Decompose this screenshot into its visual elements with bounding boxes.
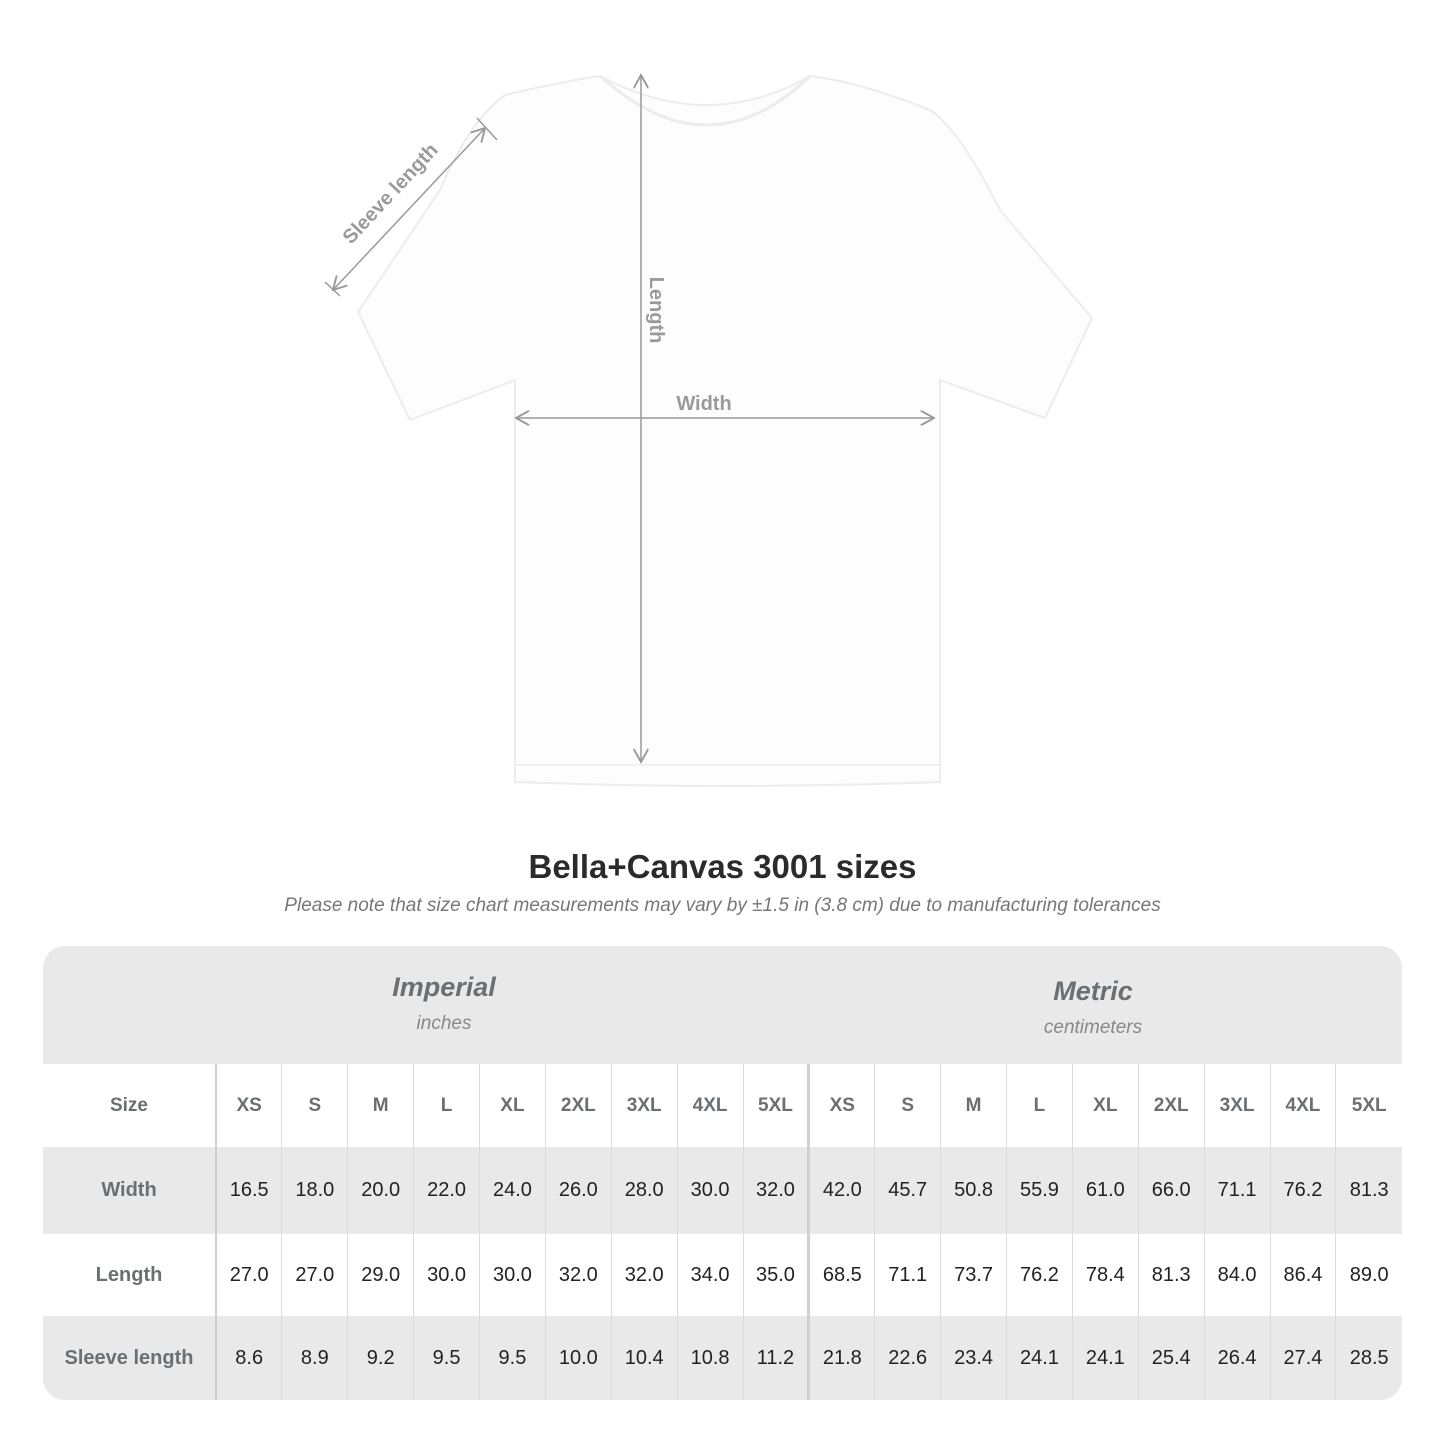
imperial-value-cell: 32.0 bbox=[610, 1234, 678, 1316]
imperial-value-cell: 32.0 bbox=[742, 1147, 809, 1234]
tolerance-note: Please note that size chart measurements… bbox=[284, 895, 1161, 916]
imperial-size-s: S bbox=[281, 1064, 348, 1147]
imperial-size-2xl: 2XL bbox=[544, 1064, 612, 1147]
size-header: Size bbox=[43, 1064, 217, 1147]
metric-size-l: L bbox=[1006, 1064, 1073, 1147]
metric-size-4xl: 4XL bbox=[1269, 1064, 1336, 1147]
metric-value-cell: 50.8 bbox=[940, 1147, 1007, 1234]
imperial-value-cell: 20.0 bbox=[347, 1147, 414, 1234]
imperial-value-cell: 30.0 bbox=[479, 1234, 546, 1316]
imperial-size-5xl: 5XL bbox=[742, 1064, 809, 1147]
metric-value-cell: 23.4 bbox=[940, 1316, 1007, 1400]
imperial-value-cell: 27.0 bbox=[215, 1234, 282, 1316]
imperial-size-xs: XS bbox=[215, 1064, 282, 1147]
imperial-value-cell: 10.0 bbox=[544, 1316, 612, 1400]
metric-unit: centimeters bbox=[1043, 1017, 1143, 1038]
metric-value-cell: 27.4 bbox=[1269, 1316, 1336, 1400]
length-label: Length bbox=[645, 277, 667, 344]
size-chart: Imperial inches Metric centimeters Size X… bbox=[43, 946, 1402, 1400]
imperial-size-3xl: 3XL bbox=[610, 1064, 678, 1147]
metric-value-cell: 84.0 bbox=[1203, 1234, 1270, 1316]
metric-value-cell: 89.0 bbox=[1335, 1234, 1402, 1316]
imperial-value-cell: 8.9 bbox=[281, 1316, 348, 1400]
row-label: Length bbox=[43, 1234, 217, 1316]
imperial-value-cell: 30.0 bbox=[676, 1147, 743, 1234]
metric-value-cell: 68.5 bbox=[807, 1234, 875, 1316]
imperial-value-cell: 26.0 bbox=[544, 1147, 612, 1234]
imperial-value-cell: 9.5 bbox=[479, 1316, 546, 1400]
metric-value-cell: 71.1 bbox=[874, 1234, 941, 1316]
metric-size-xs: XS bbox=[807, 1064, 875, 1147]
imperial-value-cell: 9.5 bbox=[413, 1316, 480, 1400]
imperial-value-cell: 18.0 bbox=[281, 1147, 348, 1234]
metric-value-cell: 86.4 bbox=[1269, 1234, 1336, 1316]
imperial-value-cell: 10.8 bbox=[676, 1316, 743, 1400]
imperial-value-cell: 9.2 bbox=[347, 1316, 414, 1400]
metric-value-cell: 25.4 bbox=[1137, 1316, 1205, 1400]
metric-value-cell: 24.1 bbox=[1006, 1316, 1073, 1400]
imperial-size-l: L bbox=[413, 1064, 480, 1147]
imperial-value-cell: 27.0 bbox=[281, 1234, 348, 1316]
metric-value-cell: 22.6 bbox=[874, 1316, 941, 1400]
metric-size-s: S bbox=[874, 1064, 941, 1147]
metric-value-cell: 71.1 bbox=[1203, 1147, 1270, 1234]
imperial-value-cell: 10.4 bbox=[610, 1316, 678, 1400]
collar bbox=[599, 74, 812, 127]
metric-value-cell: 42.0 bbox=[807, 1147, 875, 1234]
imperial-value-cell: 30.0 bbox=[413, 1234, 480, 1316]
metric-value-cell: 76.2 bbox=[1006, 1234, 1073, 1316]
imperial-value-cell: 32.0 bbox=[544, 1234, 612, 1316]
metric-title: Metric bbox=[1053, 976, 1133, 1006]
metric-header: Metric centimeters bbox=[810, 946, 1376, 1064]
imperial-value-cell: 11.2 bbox=[742, 1316, 809, 1400]
metric-value-cell: 81.3 bbox=[1137, 1234, 1205, 1316]
metric-value-cell: 81.3 bbox=[1335, 1147, 1402, 1234]
imperial-unit: inches bbox=[416, 1013, 472, 1034]
imperial-size-m: M bbox=[347, 1064, 414, 1147]
size-table: Size XS S M L XL 2XL 3XL 4XL 5XL XS S M L XL 2XL 3XL 4XL 5… bbox=[43, 1064, 1402, 1400]
imperial-header: Imperial inches bbox=[216, 946, 672, 1064]
metric-size-m: M bbox=[940, 1064, 1007, 1147]
metric-value-cell: 26.4 bbox=[1203, 1316, 1270, 1400]
imperial-value-cell: 22.0 bbox=[413, 1147, 480, 1234]
imperial-value-cell: 29.0 bbox=[347, 1234, 414, 1316]
tshirt-shape bbox=[356, 74, 1094, 787]
imperial-size-4xl: 4XL bbox=[676, 1064, 743, 1147]
row-label: Width bbox=[43, 1147, 217, 1234]
table-row: Sleeve length 8.6 8.9 9.2 9.5 9.5 10.0 10.4 10.8… bbox=[43, 1316, 1402, 1400]
metric-value-cell: 45.7 bbox=[874, 1147, 941, 1234]
imperial-title: Imperial bbox=[392, 972, 496, 1002]
metric-value-cell: 28.5 bbox=[1335, 1316, 1402, 1400]
metric-size-xl: XL bbox=[1071, 1064, 1139, 1147]
metric-value-cell: 61.0 bbox=[1071, 1147, 1139, 1234]
imperial-value-cell: 24.0 bbox=[479, 1147, 546, 1234]
sleeve-measure-line bbox=[333, 128, 485, 290]
page-title: Bella+Canvas 3001 sizes bbox=[528, 848, 917, 885]
imperial-value-cell: 16.5 bbox=[215, 1147, 282, 1234]
imperial-value-cell: 28.0 bbox=[610, 1147, 678, 1234]
table-row: Width 16.5 18.0 20.0 22.0 24.0 26.0 28.0 30.0 32.… bbox=[43, 1147, 1402, 1234]
metric-value-cell: 55.9 bbox=[1006, 1147, 1073, 1234]
metric-size-2xl: 2XL bbox=[1137, 1064, 1205, 1147]
imperial-value-cell: 34.0 bbox=[676, 1234, 743, 1316]
tshirt-diagram: Sleeve length Length Width bbox=[324, 0, 1094, 787]
imperial-value-cell: 8.6 bbox=[215, 1316, 282, 1400]
imperial-value-cell: 35.0 bbox=[742, 1234, 809, 1316]
metric-value-cell: 66.0 bbox=[1137, 1147, 1205, 1234]
metric-value-cell: 78.4 bbox=[1071, 1234, 1139, 1316]
metric-value-cell: 24.1 bbox=[1071, 1316, 1139, 1400]
imperial-size-xl: XL bbox=[479, 1064, 546, 1147]
metric-value-cell: 73.7 bbox=[940, 1234, 1007, 1316]
header-row: Size XS S M L XL 2XL 3XL 4XL 5XL XS S M L XL 2XL 3XL 4XL 5… bbox=[43, 1064, 1402, 1147]
row-label: Sleeve length bbox=[43, 1316, 217, 1400]
metric-value-cell: 21.8 bbox=[807, 1316, 875, 1400]
width-label: Width bbox=[676, 393, 731, 415]
metric-size-3xl: 3XL bbox=[1203, 1064, 1270, 1147]
metric-size-5xl: 5XL bbox=[1335, 1064, 1402, 1147]
metric-value-cell: 76.2 bbox=[1269, 1147, 1336, 1234]
table-row: Length 27.0 27.0 29.0 30.0 30.0 32.0 32.0 34.0 35… bbox=[43, 1234, 1402, 1316]
